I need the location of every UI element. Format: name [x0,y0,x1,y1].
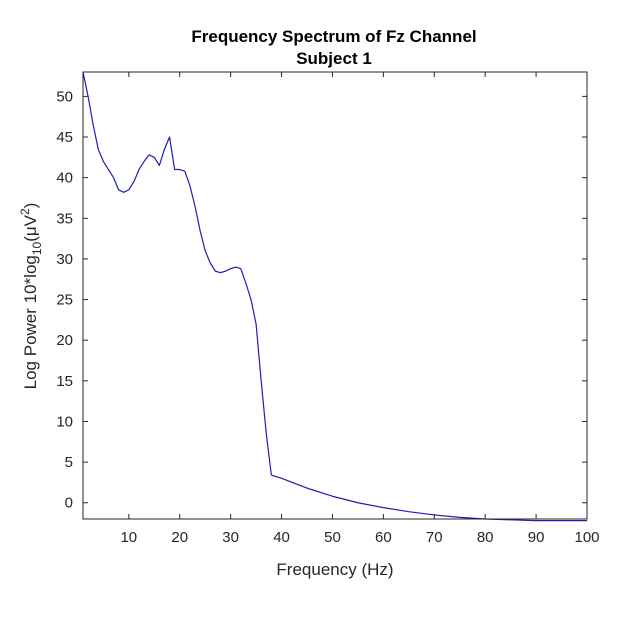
x-axis-label: Frequency (Hz) [276,560,393,579]
axes-box [82,71,588,520]
y-tick-label: 30 [56,251,73,268]
chart-title: Frequency Spectrum of Fz Channel [191,27,476,46]
x-tick-label: 90 [528,529,545,546]
chart-subtitle: Subject 1 [296,49,372,68]
line-layer [82,71,587,522]
x-tick-label: 30 [222,529,239,546]
ticks-layer: 10 20 30 40 50 60 70 80 90 100 0 5 10 15 20 25 30 35 40 45 5… [56,72,600,546]
y-tick-label: 0 [65,495,73,512]
y-axis-label: Log Power 10*log10(μV2) [18,203,44,390]
y-tick-label: 45 [56,129,73,146]
y-tick-label: 5 [65,454,73,471]
x-tick-label: 50 [324,529,341,546]
y-axis-label-sup: 2 [18,208,32,215]
y-axis-label-mid: (μV [21,214,40,241]
y-tick-label: 40 [56,170,73,187]
x-tick-label: 80 [477,529,494,546]
y-tick-label: 50 [56,88,73,105]
series-line [82,71,587,522]
x-tick-label: 70 [426,529,443,546]
y-axis-label-sub: 10 [30,241,44,255]
x-tick-label: 40 [273,529,290,546]
x-tick-label: 10 [120,529,137,546]
y-axis-label-suffix: ) [21,203,40,209]
y-tick-label: 35 [56,210,73,227]
y-axis-label-prefix: Log Power 10*log [21,255,40,389]
y-tick-label: 25 [56,292,73,309]
y-tick-label: 10 [56,413,73,430]
x-tick-label: 20 [171,529,188,546]
y-tick-label: 20 [56,332,73,349]
x-tick-label: 100 [574,529,599,546]
y-tick-label: 15 [56,373,73,390]
x-tick-label: 60 [375,529,392,546]
